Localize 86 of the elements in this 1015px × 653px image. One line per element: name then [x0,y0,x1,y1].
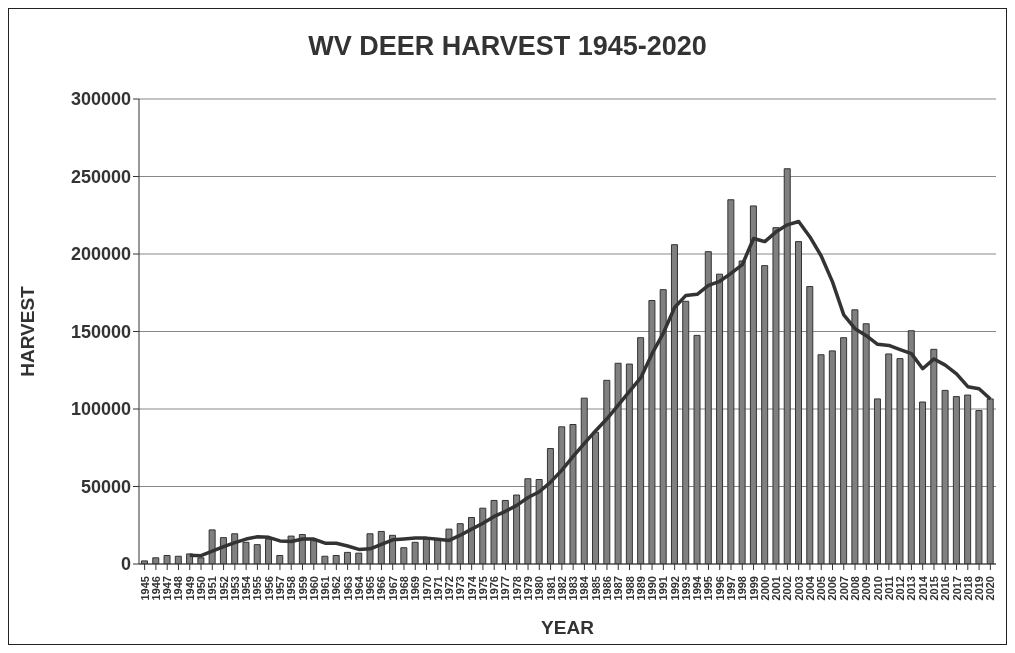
x-tick-label: 2013 [905,576,918,601]
x-tick-label: 2020 [984,576,997,601]
x-tick-label: 2017 [950,576,963,601]
y-tick-label: 300000 [70,89,131,110]
x-tick-label: 2012 [894,576,907,601]
x-tick-label: 1982 [555,576,568,601]
x-tick-label: 1990 [646,576,659,601]
x-tick-label: 1966 [375,576,388,601]
y-tick-label: 100000 [70,399,131,420]
x-tick-label: 1983 [567,576,580,601]
x-tick-label: 1950 [195,576,208,601]
x-tick-label: 1954 [240,575,253,601]
x-tick-label: 2005 [815,576,828,601]
x-tick-label: 1991 [657,576,670,601]
x-tick-label: 1986 [600,576,613,601]
x-tick-label: 1994 [691,575,704,601]
x-tick-label: 2015 [927,576,940,601]
x-tick-label: 1997 [725,576,738,601]
x-tick-label: 1969 [409,576,422,601]
x-tick-label: 1998 [736,576,749,601]
x-tick-label: 2000 [758,576,771,601]
x-tick-label: 1973 [454,576,467,601]
x-tick-label: 1981 [544,576,557,601]
x-tick-label: 1960 [307,576,320,601]
x-tick-label: 1971 [431,576,444,601]
x-tick-label: 1970 [420,576,433,601]
x-tick-label: 1974 [465,575,478,601]
x-tick-label: 1992 [668,576,681,601]
x-tick-label: 1958 [285,576,298,601]
x-tick-label: 1957 [273,576,286,601]
y-axis-title: HARVEST [16,285,38,377]
x-tick-label: 1951 [206,576,219,601]
x-tick-label: 1956 [262,576,275,601]
x-tick-label: 1968 [397,576,410,601]
x-tick-label: 2003 [792,576,805,601]
chart-title: WV DEER HARVEST 1945-2020 [307,30,708,63]
x-tick-label: 1987 [612,576,625,601]
x-tick-label: 2009 [860,576,873,601]
x-tick-label: 1985 [589,576,602,601]
x-tick-label: 1977 [499,576,512,601]
x-tick-label: 1967 [386,576,399,601]
x-tick-label: 1988 [623,576,636,601]
x-tick-label: 2007 [837,576,850,601]
x-axis-title: YEAR [541,617,595,638]
x-tick-label: 1995 [702,576,715,601]
x-tick-label: 2016 [939,576,952,601]
x-tick-label: 1945 [138,576,151,601]
x-tick-label: 1984 [578,575,591,601]
x-tick-label: 1989 [634,576,647,601]
x-tick-label: 1964 [352,575,365,601]
x-tick-label: 2018 [961,576,974,601]
x-tick-label: 2019 [973,576,986,601]
x-tick-label: 1980 [533,576,546,601]
x-tick-label: 1959 [296,576,309,601]
x-tick-label: 1978 [510,576,523,601]
x-tick-label: 1953 [228,576,241,601]
y-tick-label: 50000 [80,476,131,497]
x-tick-label: 1963 [341,576,354,601]
x-tick-label: 1993 [679,576,692,601]
y-tick-label: 0 [120,554,131,575]
x-tick-label: 1947 [161,576,174,601]
x-tick-label: 1946 [149,576,162,601]
y-tick-label: 200000 [70,244,131,265]
x-tick-label: 1962 [330,576,343,601]
x-tick-label: 1952 [217,576,230,601]
x-tick-label: 2010 [871,576,884,601]
x-tick-label: 1975 [476,576,489,601]
x-tick-label: 2004 [803,575,816,601]
y-tick-label: 250000 [70,166,131,187]
x-tick-label: 1976 [488,576,501,601]
x-tick-label: 1949 [183,576,196,601]
x-tick-label: 1961 [319,576,332,601]
x-tick-label: 1972 [443,576,456,601]
y-tick-label: 150000 [70,321,131,342]
x-tick-label: 1996 [713,576,726,601]
x-tick-label: 1955 [251,576,264,601]
x-tick-label: 1965 [364,576,377,601]
x-tick-label: 1999 [747,576,760,601]
x-tick-label: 2002 [781,576,794,601]
x-tick-label: 1979 [522,576,535,601]
x-tick-label: 1948 [172,576,185,601]
x-tick-label: 2011 [882,576,895,600]
x-tick-label: 2008 [849,576,862,601]
x-tick-label: 2014 [916,575,929,601]
x-tick-label: 2006 [826,576,839,601]
x-tick-label: 2001 [770,576,783,601]
